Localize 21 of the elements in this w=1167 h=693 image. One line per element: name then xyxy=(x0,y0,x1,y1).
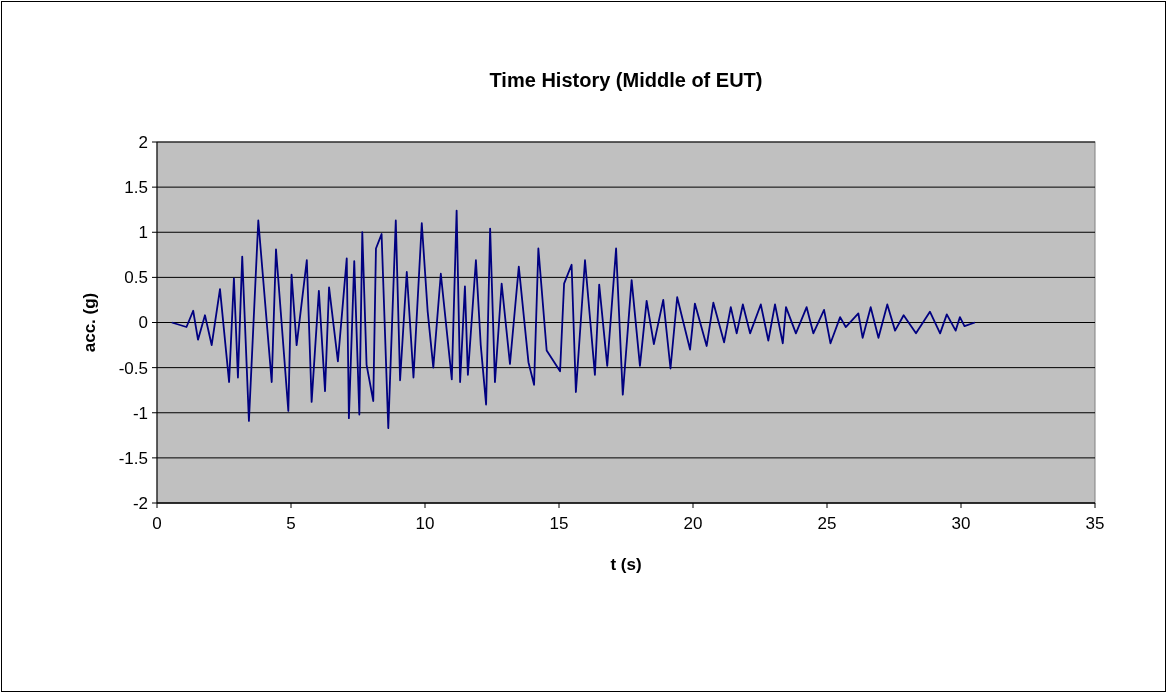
x-tick-label: 30 xyxy=(951,514,971,533)
y-axis-title: acc. (g) xyxy=(80,292,99,353)
y-tick-label: -1 xyxy=(132,403,148,423)
chart-title: Time History (Middle of EUT) xyxy=(489,69,763,91)
y-tick-label: 2 xyxy=(138,132,148,152)
x-tick-label: 0 xyxy=(152,514,162,533)
line-series xyxy=(170,209,976,429)
y-tick-label: -2 xyxy=(132,493,148,513)
x-tick-label: 10 xyxy=(415,514,435,533)
y-tick-label: -0.5 xyxy=(118,358,148,378)
x-axis-title: t (s) xyxy=(610,555,642,574)
x-tick-label: 15 xyxy=(549,514,569,533)
y-tick-label: 0.5 xyxy=(124,268,148,288)
y-tick-label: -1.5 xyxy=(118,448,148,468)
x-tick-label: 35 xyxy=(1085,514,1105,533)
x-tick-label: 5 xyxy=(286,514,296,533)
x-tick-label: 25 xyxy=(817,514,837,533)
y-tick-label: 1 xyxy=(138,223,148,243)
y-tick-label: 1.5 xyxy=(124,178,148,198)
x-tick-label: 20 xyxy=(683,514,703,533)
y-tick-label: 0 xyxy=(138,313,148,333)
